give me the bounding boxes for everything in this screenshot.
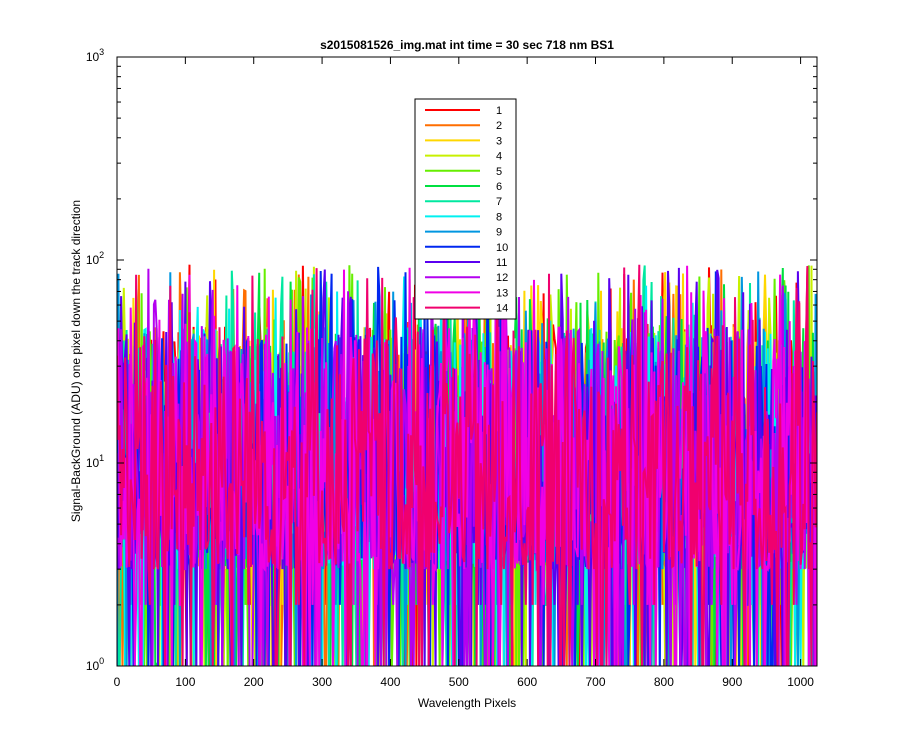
legend-label: 1 <box>496 105 502 117</box>
legend-label: 10 <box>496 242 508 254</box>
legend-label: 3 <box>496 135 502 147</box>
x-tick-label: 800 <box>654 675 674 689</box>
legend-label: 6 <box>496 181 502 193</box>
legend-label: 4 <box>496 151 502 163</box>
x-tick-label: 400 <box>380 675 400 689</box>
legend-label: 13 <box>496 287 508 299</box>
legend-label: 2 <box>496 120 502 132</box>
x-axis-label: Wavelength Pixels <box>418 696 516 710</box>
series-line-14 <box>117 264 817 666</box>
y-axis-label: Signal-BackGround (ADU) one pixel down t… <box>69 200 83 522</box>
legend-label: 8 <box>496 211 502 223</box>
ticks-layer: 0 100 200 300 400 500 600 700 800 900 100010010110… <box>86 47 817 689</box>
chart-title: s2015081526_img.mat int time = 30 sec 71… <box>320 38 614 52</box>
plot-frame <box>116 56 818 667</box>
x-tick-label: 200 <box>244 675 264 689</box>
legend-label: 5 <box>496 166 502 178</box>
y-tick-label: 101 <box>86 453 104 470</box>
x-tick-label: 500 <box>449 675 469 689</box>
legend-label: 7 <box>496 196 502 208</box>
legend-label: 12 <box>496 272 508 284</box>
x-tick-label: 100 <box>175 675 195 689</box>
x-tick-label: 600 <box>517 675 537 689</box>
legend-label: 14 <box>496 303 508 315</box>
legend-box <box>414 98 517 320</box>
x-tick-label: 300 <box>312 675 332 689</box>
y-tick-label: 103 <box>86 47 104 64</box>
series-layer <box>117 264 817 666</box>
series-line-13 <box>117 265 817 666</box>
y-tick-label: 100 <box>86 656 104 673</box>
x-tick-label: 700 <box>586 675 606 689</box>
x-tick-label: 900 <box>722 675 742 689</box>
y-tick-label: 102 <box>86 250 104 267</box>
x-tick-label: 1000 <box>787 675 814 689</box>
x-tick-label: 0 <box>114 675 121 689</box>
legend-label: 11 <box>496 257 507 269</box>
legend-label: 9 <box>496 227 502 239</box>
